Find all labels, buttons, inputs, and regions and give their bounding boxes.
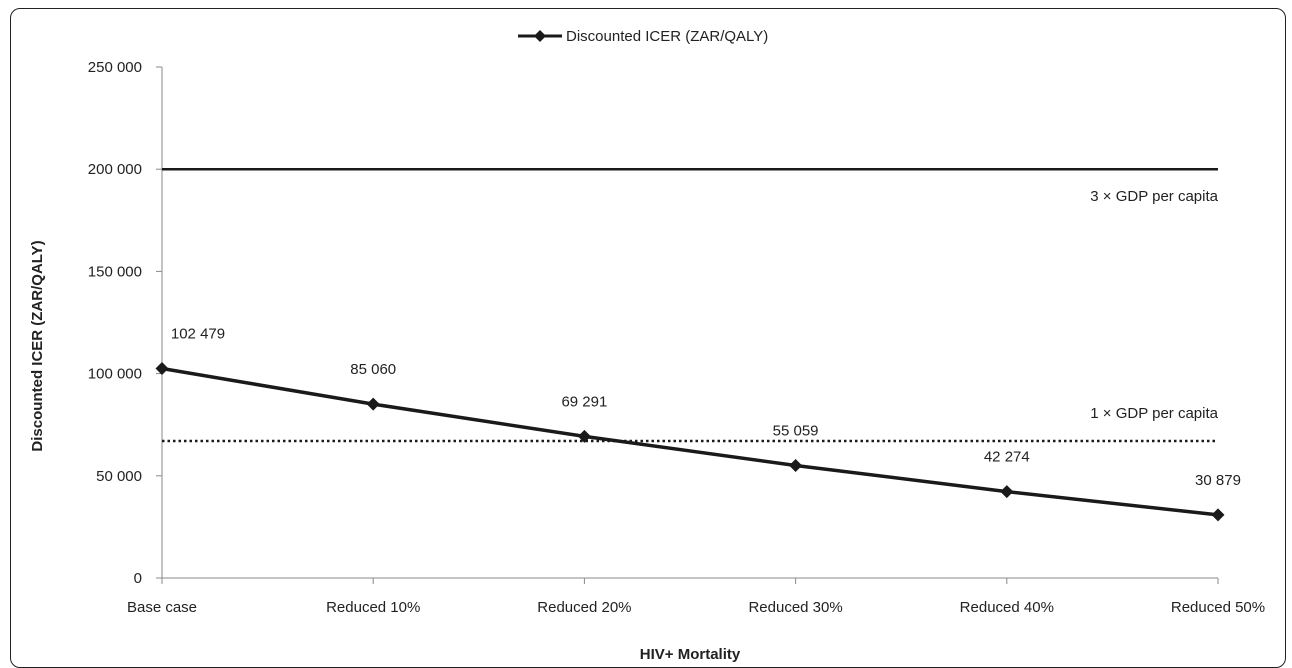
x-tick-label: Reduced 50% — [1171, 599, 1265, 616]
legend: Discounted ICER (ZAR/QALY) — [518, 28, 768, 45]
data-label: 69 291 — [561, 393, 607, 410]
x-tick-label: Reduced 20% — [537, 599, 631, 616]
data-point-marker — [789, 458, 803, 472]
data-point-marker — [366, 397, 380, 411]
y-tick-label: 150 000 — [88, 263, 142, 280]
y-tick-label: 50 000 — [96, 468, 142, 485]
y-tick-label: 250 000 — [88, 59, 142, 76]
x-tick-label: Base case — [127, 599, 197, 616]
chart-frame — [10, 8, 1286, 668]
data-label: 85 060 — [350, 361, 396, 378]
data-label: 55 059 — [773, 422, 819, 439]
y-axis-title: Discounted ICER (ZAR/QALY) — [29, 240, 46, 451]
data-point-marker — [577, 429, 591, 443]
series-line — [161, 366, 1219, 517]
legend-label: Discounted ICER (ZAR/QALY) — [566, 28, 768, 45]
data-point-marker — [1000, 485, 1014, 499]
x-tick-label: Reduced 10% — [326, 599, 420, 616]
reference-line-label-1: 3 × GDP per capita — [1090, 188, 1218, 205]
data-label: 30 879 — [1195, 472, 1241, 489]
y-tick-label: 0 — [134, 570, 142, 587]
data-point-marker — [155, 362, 169, 376]
data-label: 42 274 — [984, 449, 1030, 466]
x-tick-label: Reduced 40% — [960, 599, 1054, 616]
reference-line-label-2: 1 × GDP per capita — [1090, 405, 1218, 422]
legend-diamond-marker — [534, 30, 546, 42]
y-tick-label: 100 000 — [88, 366, 142, 383]
x-axis-title: HIV+ Mortality — [640, 646, 741, 663]
reference-lines: 3 × GDP per capita 1 × GDP per capita — [162, 167, 1219, 443]
data-point-marker — [1211, 508, 1225, 522]
series-group: 102 479 85 060 69 291 55 059 42 274 30 879 — [155, 326, 1241, 522]
x-tick-label: Reduced 30% — [748, 599, 842, 616]
axes: 0 50 000 100 000 150 000 200 000 250 000 Base … — [88, 59, 1265, 616]
data-label: 102 479 — [171, 326, 225, 343]
y-tick-label: 200 000 — [88, 161, 142, 178]
